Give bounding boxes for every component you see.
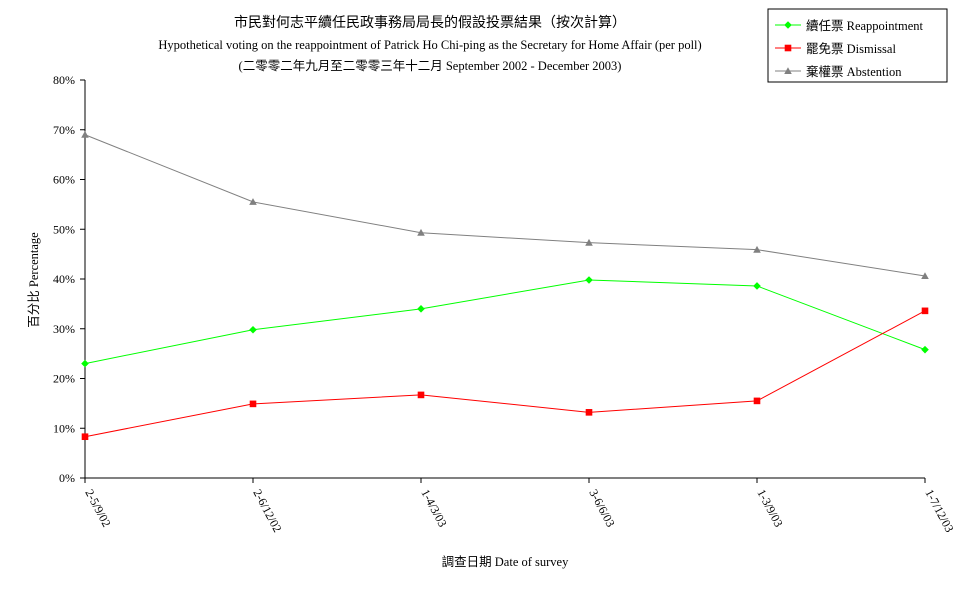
data-point: [921, 345, 929, 354]
chart-subtitle: Hypothetical voting on the reappointment…: [158, 38, 701, 52]
y-tick-label: 70%: [53, 123, 75, 137]
y-tick-label: 80%: [53, 73, 75, 87]
data-point: [249, 198, 257, 205]
x-tick-label: 3-6/6/03: [586, 487, 617, 529]
x-tick-label: 2-6/12/02: [250, 487, 284, 535]
legend-label: 罷免票 Dismissal: [806, 41, 896, 56]
data-point: [585, 276, 593, 284]
chart-title: 市民對何志平續任民政事務局局長的假設投票結果（按次計算）: [234, 14, 626, 31]
data-point: [753, 282, 761, 290]
series-line-3: [84, 134, 926, 277]
data-point: [417, 391, 425, 399]
legend-marker: [784, 21, 792, 29]
data-point: [585, 238, 593, 246]
data-point: [417, 305, 425, 313]
y-tick-label: 0%: [59, 471, 75, 485]
x-axis-label: 調查日期 Date of survey: [442, 555, 569, 569]
legend-marker: [784, 67, 792, 75]
series-line-1: [84, 279, 926, 365]
data-point: [753, 397, 761, 405]
x-tick-label: 1-7/12/03: [922, 487, 956, 535]
legend-box: [767, 8, 948, 83]
data-point: [249, 400, 257, 408]
legend-marker: [784, 44, 792, 52]
data-point: [921, 307, 929, 315]
y-tick-label: 20%: [53, 372, 75, 386]
y-tick-label: 50%: [53, 222, 75, 236]
data-point: [417, 228, 425, 236]
y-tick-label: 60%: [53, 173, 75, 187]
data-point: [81, 433, 89, 441]
legend: 續任票 Reappointment 罷免票 Dismissal 棄權票 Absten…: [767, 8, 948, 83]
data-point: [921, 272, 929, 280]
y-axis-label: 百分比 Percentage: [27, 232, 41, 328]
data-point: [753, 245, 761, 253]
x-tick-label: 1-3/9/03: [754, 487, 785, 529]
data-point: [249, 325, 257, 334]
chart-subtitle-dates: (二零零二年九月至二零零三年十二月 September 2002 - Decem…: [239, 59, 622, 73]
legend-label: 續任票 Reappointment: [806, 18, 924, 33]
y-tick-label: 40%: [53, 272, 75, 286]
y-tick-label: 30%: [53, 322, 75, 336]
data-point: [81, 359, 89, 368]
data-point: [585, 409, 593, 416]
x-tick-label: 1-4/3/03: [418, 487, 449, 529]
x-tick-label: 2-5/9/02: [82, 487, 113, 529]
data-point: [81, 130, 89, 138]
y-tick-label: 10%: [53, 421, 75, 435]
plot-area: 0% 10% 20% 30% 40% 50% 60% 70% 80% 2-5/9/02 2-6/12…: [53, 73, 957, 535]
series-line-2: [84, 310, 926, 438]
legend-label: 棄權票 Abstention: [806, 64, 902, 79]
